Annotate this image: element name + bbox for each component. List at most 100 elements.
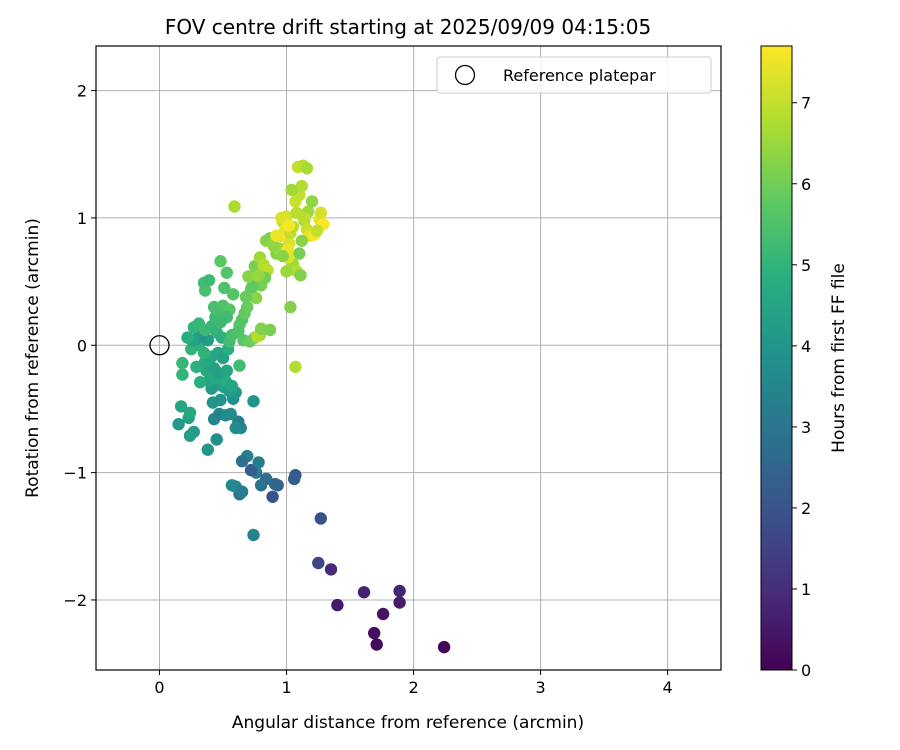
colorbar-tick-label: 3 <box>801 418 811 437</box>
data-point <box>376 607 390 621</box>
data-point <box>312 556 325 570</box>
data-point <box>266 490 279 503</box>
data-point <box>368 626 381 640</box>
data-point <box>202 274 216 287</box>
data-point <box>293 247 306 260</box>
data-point <box>310 224 324 237</box>
data-point <box>210 433 223 446</box>
data-point <box>288 472 301 486</box>
plot-frame <box>95 45 722 671</box>
data-point <box>254 479 268 492</box>
data-point <box>295 234 308 247</box>
reference-marker <box>149 335 170 356</box>
data-point <box>197 346 211 360</box>
data-point <box>239 290 253 304</box>
data-point <box>289 360 302 374</box>
y-tick-label: 2 <box>77 82 87 101</box>
colorbar-tick-label: 1 <box>801 580 811 599</box>
data-point <box>314 206 327 219</box>
colorbar-tick-label: 5 <box>801 256 811 275</box>
y-tick-label: 1 <box>77 209 87 228</box>
data-point <box>194 376 207 389</box>
data-point <box>298 211 311 225</box>
data-point <box>437 640 451 654</box>
data-point <box>214 255 227 268</box>
data-point <box>183 406 197 419</box>
data-point <box>227 288 240 301</box>
data-point <box>393 584 406 598</box>
data-point <box>246 280 259 293</box>
colorbar: 0 1 2 3 4 5 6 7 Hours from first FF file <box>760 45 849 680</box>
data-point <box>235 455 249 468</box>
y-axis-label: Rotation from reference (arcmin) <box>23 218 43 498</box>
data-point <box>201 443 214 456</box>
y-tick-label: −2 <box>63 591 87 610</box>
colorbar-tick-label: 2 <box>801 499 811 518</box>
colorbar-label: Hours from first FF file <box>829 263 849 453</box>
y-tick-label: 0 <box>77 336 87 355</box>
data-point <box>270 229 283 242</box>
data-point <box>263 323 277 337</box>
y-tick-label: −1 <box>63 464 87 483</box>
y-axis-ticks: −2 −1 0 1 2 <box>63 82 96 610</box>
data-point <box>370 638 383 651</box>
data-point <box>252 269 265 282</box>
data-point <box>220 266 233 279</box>
data-point <box>267 239 280 253</box>
data-point <box>174 400 188 413</box>
legend: Reference platepar <box>436 56 712 94</box>
x-tick-label: 2 <box>408 678 418 697</box>
data-point <box>242 270 255 283</box>
data-point <box>183 429 197 442</box>
x-tick-label: 0 <box>154 678 164 697</box>
colorbar-tick-label: 4 <box>801 337 811 356</box>
data-points <box>172 159 451 654</box>
data-point <box>285 183 298 197</box>
data-point <box>220 364 233 377</box>
data-point <box>249 291 263 305</box>
data-point <box>233 359 246 372</box>
x-tick-label: 3 <box>536 678 546 697</box>
data-point <box>276 249 289 263</box>
data-point <box>314 512 327 525</box>
data-point <box>300 162 314 175</box>
chart-title: FOV centre drift starting at 2025/09/09 … <box>165 15 651 39</box>
data-point <box>357 586 371 599</box>
data-point <box>241 300 254 314</box>
data-point <box>280 265 293 278</box>
x-axis-ticks: 0 1 2 3 4 <box>154 670 673 697</box>
legend-box <box>436 56 712 94</box>
x-axis-label: Angular distance from reference (arcmin) <box>232 713 584 733</box>
data-point <box>331 598 344 612</box>
data-point <box>275 211 288 225</box>
data-point <box>228 200 241 213</box>
data-point <box>218 281 231 295</box>
data-point <box>235 485 249 498</box>
data-point <box>214 316 227 329</box>
legend-entry-reference: Reference platepar <box>503 66 656 85</box>
colorbar-ticks: 0 1 2 3 4 5 6 7 <box>792 94 811 680</box>
data-point <box>247 528 260 542</box>
x-tick-label: 4 <box>663 678 673 697</box>
data-point <box>294 269 307 282</box>
colorbar-tick-label: 7 <box>801 94 811 113</box>
grid-lines <box>96 46 721 670</box>
x-tick-label: 1 <box>281 678 291 697</box>
colorbar-tick-label: 6 <box>801 175 811 194</box>
data-point <box>199 284 212 297</box>
reference-point <box>149 335 170 356</box>
data-point <box>247 395 260 408</box>
data-point <box>214 393 227 407</box>
data-point <box>284 300 297 314</box>
data-point <box>176 368 189 381</box>
data-point <box>252 456 265 469</box>
data-point <box>181 331 194 344</box>
data-point <box>305 195 319 208</box>
data-point <box>176 356 189 370</box>
data-point <box>225 379 239 393</box>
legend-marker-icon <box>454 64 476 86</box>
data-point <box>393 596 406 609</box>
data-point <box>282 219 296 232</box>
colorbar-tick-label: 0 <box>801 661 811 680</box>
